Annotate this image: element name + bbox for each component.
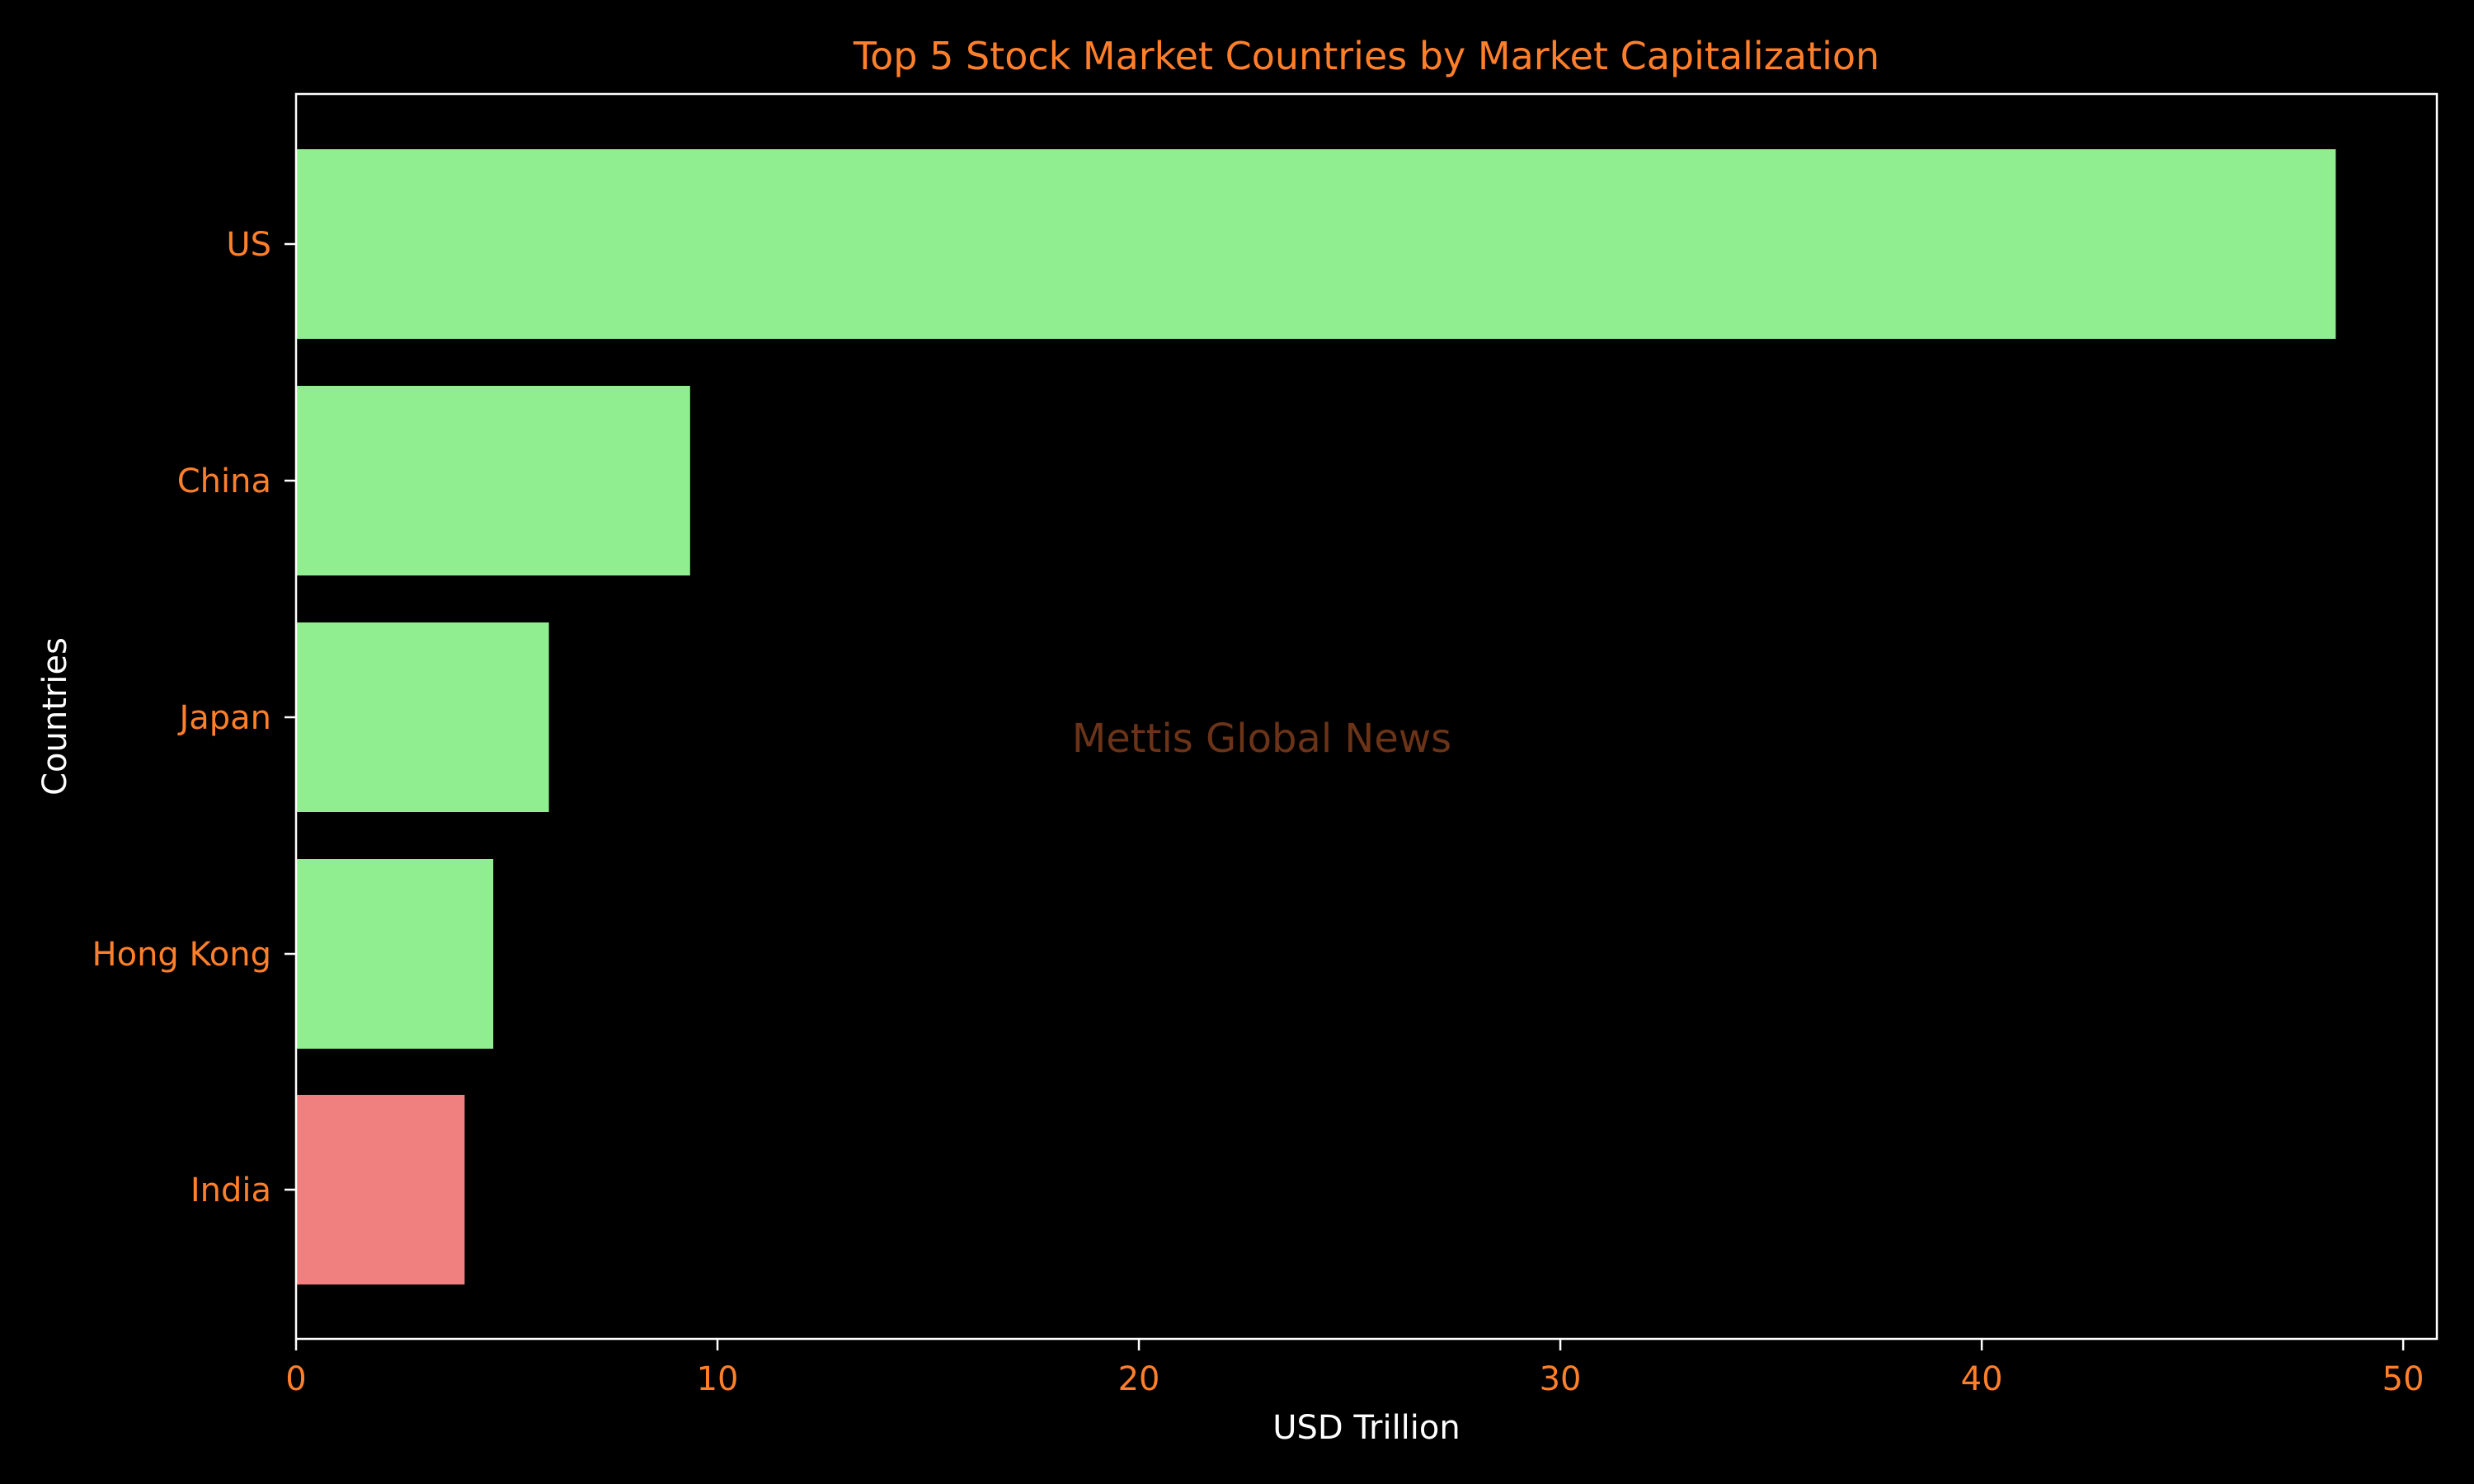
x-tick-label: 20 [1118, 1360, 1160, 1398]
y-tick-label: China [177, 463, 271, 500]
bar-us [296, 149, 2336, 339]
bar-china [296, 386, 690, 575]
y-tick-label: Hong Kong [92, 936, 271, 974]
x-tick-label: 10 [697, 1360, 739, 1398]
bar-india [296, 1095, 465, 1284]
x-axis-label: USD Trillion [1272, 1409, 1460, 1447]
bar-japan [296, 622, 549, 812]
x-tick-label: 0 [285, 1360, 306, 1398]
x-tick-label: 30 [1540, 1360, 1582, 1398]
y-tick-label: Japan [176, 699, 271, 737]
bar-hong-kong [296, 859, 494, 1049]
plot-area-frame [294, 92, 2439, 1341]
y-tick-label: India [190, 1172, 271, 1209]
y-axis-ticks: US China Japan Hong Kong India [92, 226, 296, 1209]
x-axis-ticks: 0 10 20 30 40 50 [285, 1339, 2425, 1398]
y-axis-label: Countries [36, 637, 74, 796]
watermark-text: Mettis Global News [1072, 716, 1451, 762]
bar-group [296, 149, 2336, 1284]
x-tick-label: 50 [2382, 1360, 2425, 1398]
y-tick-label: US [226, 226, 271, 264]
x-tick-label: 40 [1961, 1360, 2003, 1398]
chart-title: Top 5 Stock Market Countries by Market C… [853, 34, 1879, 78]
